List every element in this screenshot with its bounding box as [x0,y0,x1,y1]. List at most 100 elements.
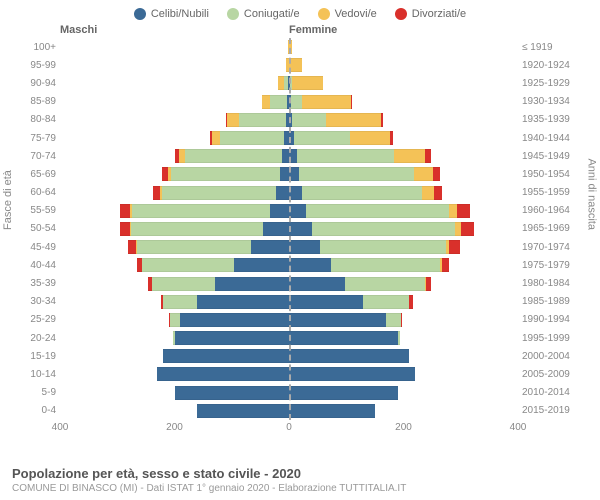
age-label: 80-84 [20,114,60,125]
age-row: 30-341985-1989 [20,293,580,311]
segment [289,240,320,254]
segment [292,113,325,127]
legend-label: Vedovi/e [335,8,377,20]
legend-item: Celibi/Nubili [134,8,209,20]
age-label: 30-34 [20,296,60,307]
age-label: 85-89 [20,96,60,107]
segment [120,204,130,218]
age-row: 60-641955-1959 [20,184,580,202]
age-row: 95-991920-1924 [20,56,580,74]
segment [386,313,401,327]
female-bar [289,204,518,218]
birth-label: 1970-1974 [518,242,580,253]
age-row: 25-29 1990-1994 [20,311,580,329]
x-tick: 400 [510,422,527,433]
birth-label: 1935-1939 [518,114,580,125]
segment [363,295,409,309]
segment [278,76,285,90]
segment [398,331,400,345]
age-label: 75-79 [20,133,60,144]
male-bar [60,277,289,291]
birth-label: 1940-1944 [518,133,580,144]
age-row: 40-441975-1979 [20,256,580,274]
female-bar [289,240,518,254]
right-header: Femmine [289,24,518,38]
age-label: 55-59 [20,205,60,216]
male-bar [60,167,289,181]
legend-swatch [227,8,239,20]
female-bar [289,149,518,163]
legend-item: Coniugati/e [227,8,300,20]
segment [320,240,446,254]
segment [350,131,390,145]
segment [128,240,136,254]
male-bar [60,149,289,163]
birth-label: 1925-1929 [518,78,580,89]
segment [234,258,289,272]
segment [326,113,381,127]
female-bar [289,186,518,200]
age-label: 45-49 [20,242,60,253]
segment [142,258,234,272]
segment [163,349,289,363]
age-label: 65-69 [20,169,60,180]
birth-label: 1995-1999 [518,333,580,344]
legend-swatch [134,8,146,20]
segment [291,95,301,109]
legend-item: Vedovi/e [318,8,377,20]
segment [289,277,345,291]
legend-label: Coniugati/e [244,8,300,20]
age-label: 25-29 [20,314,60,325]
segment [157,367,289,381]
y-axis-left-label: Fasce di età [2,170,14,230]
segment [394,149,425,163]
segment [215,277,289,291]
birth-label: 1955-1959 [518,187,580,198]
female-bar [289,40,518,54]
age-label: 70-74 [20,151,60,162]
female-bar [289,277,518,291]
segment [197,295,289,309]
segment [331,258,440,272]
segment [401,313,402,327]
segment [434,186,442,200]
birth-label: 1950-1954 [518,169,580,180]
chart-subtitle: COMUNE DI BINASCO (MI) - Dati ISTAT 1° g… [12,483,588,494]
birth-label: 2000-2004 [518,351,580,362]
age-row: 70-741945-1949 [20,147,580,165]
segment [137,240,252,254]
birth-label: 1975-1979 [518,260,580,271]
male-bar [60,186,289,200]
birth-label: 1980-1984 [518,278,580,289]
age-row: 45-49 1970-1974 [20,238,580,256]
segment [131,222,263,236]
male-bar [60,367,289,381]
segment [197,404,289,418]
segment [390,131,393,145]
segment [425,149,431,163]
age-row: 50-541965-1969 [20,220,580,238]
segment [449,204,457,218]
segment [433,167,440,181]
segment [120,222,130,236]
age-label: 15-19 [20,351,60,362]
male-bar [60,222,289,236]
male-bar [60,258,289,272]
segment [175,386,290,400]
segment [262,95,270,109]
age-row: 55-591960-1964 [20,202,580,220]
age-label: 5-9 [20,387,60,398]
segment [282,149,289,163]
female-bar [289,58,518,72]
birth-label: 1990-1994 [518,314,580,325]
segment [289,331,398,345]
female-bar [289,222,518,236]
female-bar [289,258,518,272]
population-pyramid: Celibi/NubiliConiugati/eVedovi/eDivorzia… [0,0,600,500]
age-row: 35-391980-1984 [20,274,580,292]
segment [289,258,331,272]
age-row: 75-79 1940-1944 [20,129,580,147]
segment [280,167,289,181]
female-bar [289,386,518,400]
male-bar [60,76,289,90]
